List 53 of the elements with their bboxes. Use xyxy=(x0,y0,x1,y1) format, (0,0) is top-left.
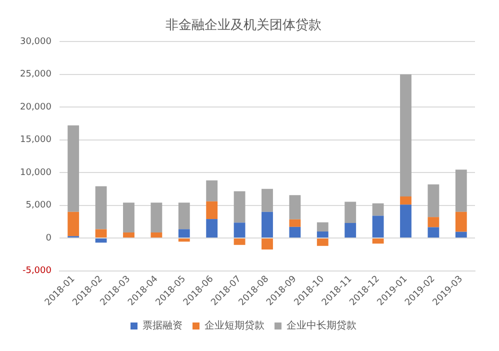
bar xyxy=(95,229,107,238)
bar xyxy=(316,231,328,238)
bar xyxy=(372,216,384,238)
bar xyxy=(234,191,246,223)
bar xyxy=(428,184,440,218)
bar xyxy=(455,212,467,232)
bar xyxy=(206,180,218,202)
legend-label: 企业短期贷款 xyxy=(204,320,264,332)
bar xyxy=(262,212,273,238)
bar xyxy=(344,202,356,223)
y-tick-label: 5,000 xyxy=(26,200,52,211)
bar xyxy=(234,238,246,245)
bar xyxy=(234,222,246,238)
y-tick-label: 25,000 xyxy=(20,70,52,80)
bar xyxy=(206,201,218,220)
y-tick-label: 10,000 xyxy=(20,168,52,178)
y-tick-label: 15,000 xyxy=(20,135,52,146)
bar xyxy=(289,226,301,238)
bar xyxy=(123,202,134,232)
y-tick-label: -5,000 xyxy=(22,266,52,276)
bar xyxy=(262,188,273,212)
bar xyxy=(316,222,328,232)
bar xyxy=(123,232,134,238)
bar xyxy=(372,203,384,216)
bar xyxy=(178,229,190,238)
bar xyxy=(289,219,301,227)
bar xyxy=(150,202,162,232)
chart-title: 非金融企业及机关团体贷款 xyxy=(166,18,322,34)
y-tick-label: 20,000 xyxy=(20,102,52,112)
legend-label: 企业中长期贷款 xyxy=(286,320,356,332)
bar xyxy=(455,232,467,238)
bar xyxy=(95,238,107,243)
bar xyxy=(400,196,412,205)
bar xyxy=(400,204,412,238)
bar xyxy=(262,238,273,250)
bar xyxy=(428,217,440,228)
bar xyxy=(428,227,440,238)
bar xyxy=(178,202,190,230)
y-tick-label: 0 xyxy=(46,233,52,244)
bar xyxy=(289,195,301,220)
bar xyxy=(400,74,412,196)
legend-label: 票据融资 xyxy=(142,320,182,332)
bar xyxy=(455,170,467,212)
y-tick-label: 30,000 xyxy=(20,36,52,47)
bar xyxy=(178,238,190,242)
bar xyxy=(68,212,80,236)
bar xyxy=(68,125,80,212)
bar xyxy=(372,238,384,244)
bar xyxy=(344,222,356,238)
bar xyxy=(206,219,218,238)
bar xyxy=(95,186,107,230)
bar xyxy=(316,238,328,246)
bar xyxy=(150,232,162,238)
